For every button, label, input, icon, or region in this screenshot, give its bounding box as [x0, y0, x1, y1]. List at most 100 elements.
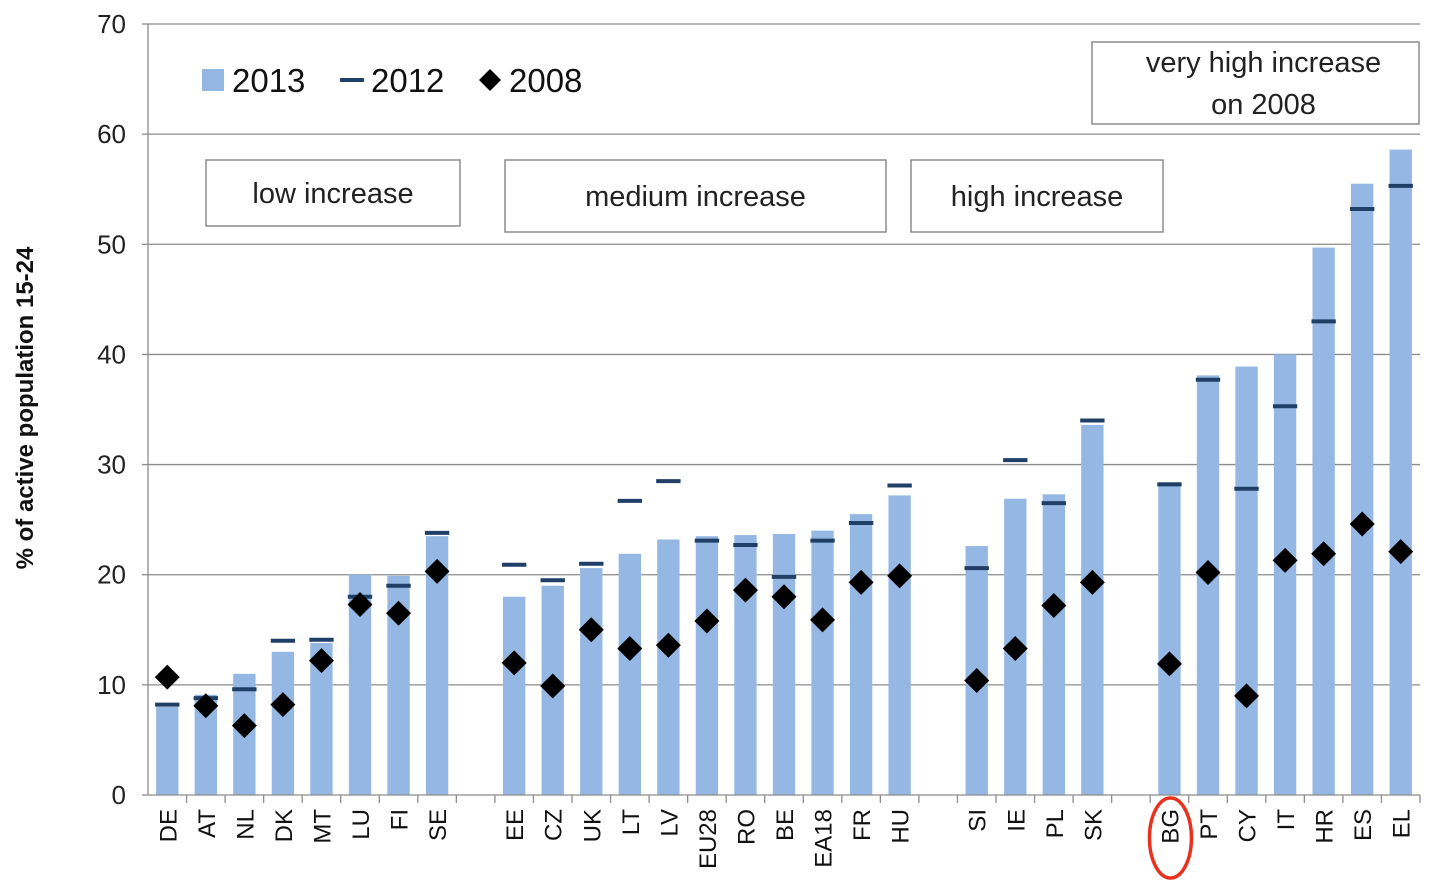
bar-2013-at: [194, 694, 217, 795]
group-box-1: [504, 159, 887, 233]
category-label-fi: FI: [387, 809, 414, 830]
dashes-2012: [155, 183, 1413, 707]
diamond-2008-fr: [848, 569, 874, 595]
bar-2013-fi: [387, 575, 410, 795]
diamond-2008-lv: [655, 632, 681, 658]
category-label-bg: BG: [1157, 809, 1184, 844]
category-labels: DE AT NL DK MT LU FI SE EE CZ UK LT LV EU28 RO BE EA18 FR…: [155, 809, 1415, 869]
category-label-se: SE: [425, 809, 452, 841]
bar-2013-lv: [657, 539, 680, 795]
category-label-mt: MT: [309, 809, 336, 844]
diamond-2008-be: [771, 584, 797, 610]
bar-2013-hr: [1312, 247, 1335, 796]
diamond-2008-nl: [231, 713, 257, 739]
y-tick-label: 0: [112, 780, 126, 810]
bar-2013-ea18: [811, 530, 834, 795]
diamond-2008-sk: [1079, 569, 1105, 595]
category-label-de: DE: [155, 809, 182, 842]
category-label-ie: IE: [1003, 809, 1030, 832]
y-tick-label: 10: [97, 670, 126, 700]
bar-2013-de: [156, 706, 179, 795]
legend-label-2008: 2008: [509, 62, 582, 99]
bar-2013-pt: [1196, 375, 1220, 795]
diamond-2008-cy: [1234, 683, 1260, 709]
category-label-pl: PL: [1042, 809, 1069, 838]
diamond-2008-fi: [386, 600, 412, 626]
y-axis-label: % of active population 15-24: [12, 246, 39, 569]
diamond-2008-dk: [270, 692, 296, 718]
y-tick-label: 40: [97, 339, 126, 369]
group-label-0: low increase: [252, 178, 413, 210]
diamond-2008-mt: [308, 648, 334, 674]
diamond-2008-de: [154, 664, 180, 690]
category-label-be: BE: [772, 809, 799, 841]
bar-2013-bg: [1158, 482, 1181, 795]
diamond-2008-ee: [501, 650, 527, 676]
diamond-2008-ie: [1002, 636, 1028, 662]
legend: 2013 2012 2008: [202, 62, 582, 99]
y-tick-label: 20: [97, 560, 126, 590]
diamond-2008-lt: [617, 636, 643, 662]
bar-2013-eu28: [695, 536, 719, 795]
legend-swatch-2008: [479, 69, 501, 91]
diamond-2008-pt: [1195, 560, 1221, 586]
diamond-2008-es: [1349, 511, 1375, 537]
diamond-2008-ro: [732, 577, 758, 603]
category-label-lv: LV: [656, 809, 683, 837]
group-boxes: low increase medium increase high increase…: [205, 41, 1420, 233]
y-tick-label: 60: [97, 119, 126, 149]
bar-2013-pl: [1042, 494, 1065, 795]
bar-2013-es: [1351, 183, 1374, 795]
bar-2013-sk: [1081, 424, 1104, 795]
group-box-0: [205, 159, 461, 227]
bar-2013-el: [1389, 149, 1412, 795]
category-label-sk: SK: [1080, 809, 1107, 841]
category-label-hu: HU: [888, 809, 915, 844]
diamond-2008-uk: [578, 617, 604, 643]
bar-2013-ee: [503, 596, 526, 795]
diamond-2008-at: [193, 693, 219, 719]
category-label-pt: PT: [1196, 809, 1223, 840]
bar-2013-ro: [734, 535, 757, 795]
category-label-fr: FR: [849, 809, 876, 841]
category-label-cz: CZ: [541, 809, 568, 841]
bar-2013-dk: [271, 651, 295, 795]
diamond-2008-el: [1388, 539, 1414, 565]
group-label-2: high increase: [951, 181, 1124, 213]
diamond-2008-bg: [1156, 651, 1182, 677]
bar-2013-mt: [310, 643, 333, 795]
diamonds-2008: [154, 511, 1414, 739]
bar-2013-lu: [348, 574, 372, 795]
bar-2013-fr: [849, 514, 873, 795]
legend-swatch-2013: [202, 69, 224, 91]
category-label-it: IT: [1273, 809, 1300, 831]
group-box-2: [910, 159, 1164, 233]
y-tick-labels: 0 10 20 30 40 50 60 70: [97, 9, 126, 810]
group-label-1: medium increase: [585, 181, 806, 213]
category-label-ro: RO: [733, 809, 760, 845]
bar-2013-be: [772, 533, 796, 795]
category-label-lt: LT: [618, 809, 645, 836]
bar-2013-it: [1273, 354, 1297, 795]
category-label-dk: DK: [271, 809, 298, 842]
category-label-si: SI: [965, 809, 992, 832]
diamond-2008-it: [1272, 547, 1298, 573]
diamond-2008-si: [964, 667, 990, 693]
diamond-2008-hr: [1311, 541, 1337, 567]
diamond-2008-pl: [1041, 593, 1067, 619]
bar-2013-se: [425, 536, 449, 795]
y-tick-label: 50: [97, 229, 126, 259]
category-label-hr: HR: [1312, 809, 1339, 844]
bar-2013-uk: [580, 568, 603, 795]
category-label-lu: LU: [348, 809, 375, 840]
bar-2013-cy: [1235, 366, 1258, 795]
highlight-marker: [1147, 796, 1194, 880]
diamond-2008-se: [424, 558, 450, 584]
y-tick-label: 70: [97, 9, 126, 39]
diamond-2008-eu28: [694, 608, 720, 634]
category-label-nl: NL: [232, 809, 259, 840]
highlight-circle-bg: [1147, 796, 1194, 880]
bars-2013: [156, 149, 1412, 796]
category-label-at: AT: [194, 809, 221, 838]
